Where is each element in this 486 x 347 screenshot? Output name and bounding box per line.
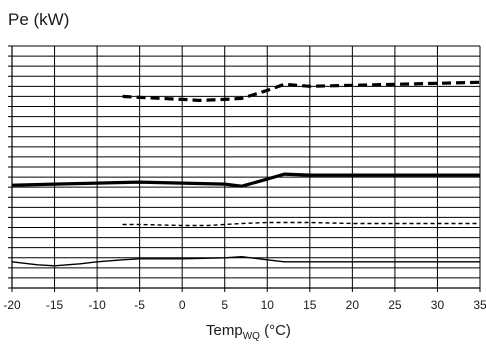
x-tick-label: 0 [179,298,186,312]
series-line-4 [11,256,480,267]
y-axis-title: Pe (kW) [8,10,70,29]
x-axis-title: TempWQ (°C) [206,322,291,342]
grid [11,45,481,289]
x-tick-labels: -20 -15 -10 -5 0 5 10 15 20 25 30 35 [3,298,486,312]
series-line-3 [122,221,480,227]
x-axis-title-main: Temp [206,322,243,339]
x-axis-title-subscript: WQ [242,331,260,342]
x-tick-label: 20 [346,298,360,312]
x-tick-label: 5 [221,298,228,312]
x-tick-label: -10 [88,298,106,312]
x-tick-label: 15 [303,298,317,312]
x-axis-title-unit: (°C) [259,322,291,339]
axes [8,45,481,292]
x-tick-label: 25 [388,298,402,312]
series-line-2 [11,172,480,188]
x-tick-label: -20 [3,298,21,312]
x-tick-label: -5 [134,298,145,312]
x-tick-label: 35 [473,298,486,312]
series-line-1 [122,80,481,102]
x-tick-label: 30 [431,298,445,312]
x-tick-label: -15 [46,298,64,312]
x-tick-label: 10 [261,298,275,312]
series-lines [11,80,481,267]
